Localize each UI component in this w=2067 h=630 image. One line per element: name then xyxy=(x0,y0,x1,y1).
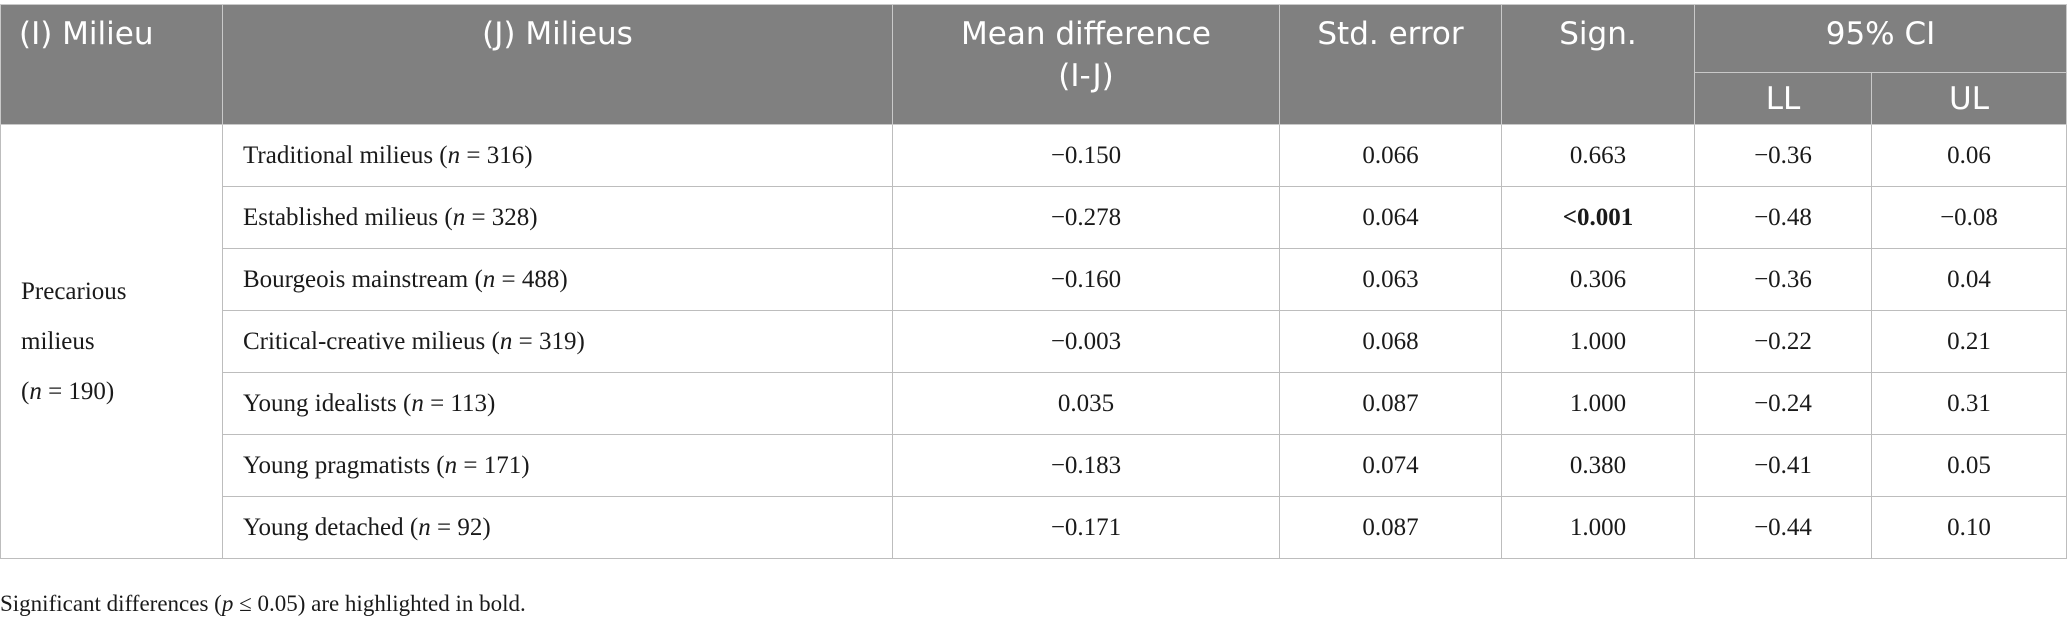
mean-difference-cell: −0.160 xyxy=(892,248,1280,311)
n-symbol: n xyxy=(444,451,458,479)
std-error-cell: 0.063 xyxy=(1279,248,1502,311)
mean-difference-cell: −0.003 xyxy=(892,310,1280,373)
footnote: Significant differences (p ≤ 0.05) are h… xyxy=(0,591,526,617)
header-ul: UL xyxy=(1870,72,2067,125)
milieu-count: = 92) xyxy=(430,513,491,541)
group-label-line2: milieus xyxy=(21,327,95,355)
table-row: Critical-creative milieus (n = 319) −0.00… xyxy=(1,310,2067,373)
ci-ll-cell: −0.24 xyxy=(1694,372,1872,435)
ci-ul-cell: 0.04 xyxy=(1870,248,2067,311)
n-symbol: n xyxy=(418,513,431,541)
milieu-name: Bourgeois mainstream ( xyxy=(243,265,483,293)
ci-ll-cell: −0.44 xyxy=(1694,496,1872,559)
sign-cell: 0.380 xyxy=(1501,434,1695,497)
header-ll: LL xyxy=(1694,72,1872,125)
milieu-count: = 328) xyxy=(465,203,538,231)
milieu-name: Young idealists ( xyxy=(243,389,412,417)
milieu-name: Established milieus ( xyxy=(243,203,453,231)
header-mean-difference-line1: Mean difference xyxy=(961,16,1211,52)
n-symbol: n xyxy=(447,141,461,169)
footnote-before: Significant differences ( xyxy=(0,591,222,616)
std-error-cell: 0.087 xyxy=(1279,372,1502,435)
ci-ul-cell: 0.10 xyxy=(1870,496,2067,559)
ci-ll-cell: −0.36 xyxy=(1694,248,1872,311)
ci-ll-cell: −0.22 xyxy=(1694,310,1872,373)
milieu-count: = 488) xyxy=(495,265,568,293)
milieu-count: = 171) xyxy=(457,451,530,479)
sign-cell: 0.663 xyxy=(1501,124,1695,187)
table-row: Young pragmatists (n = 171) −0.183 0.074 0.… xyxy=(1,434,2067,497)
n-symbol: n xyxy=(499,327,513,355)
sign-cell: 1.000 xyxy=(1501,496,1695,559)
ci-ll-cell: −0.36 xyxy=(1694,124,1872,187)
header-ci: 95% CI xyxy=(1693,4,2067,73)
group-label-line1: Precarious xyxy=(21,277,127,305)
sign-cell: 0.306 xyxy=(1501,248,1695,311)
std-error-cell: 0.074 xyxy=(1279,434,1502,497)
group-cell: Precarious milieus (n = 190) xyxy=(0,124,223,559)
mean-difference-cell: −0.171 xyxy=(892,496,1280,559)
sign-cell: 1.000 xyxy=(1501,310,1695,373)
milieu-name-cell: Young idealists (n = 113) xyxy=(222,372,893,435)
n-symbol: n xyxy=(411,389,424,417)
footnote-after: ≤ 0.05) are highlighted in bold. xyxy=(233,591,526,616)
group-n-symbol: n xyxy=(29,377,42,405)
n-symbol: n xyxy=(482,265,496,293)
std-error-cell: 0.087 xyxy=(1279,496,1502,559)
ci-ul-cell: 0.21 xyxy=(1870,310,2067,373)
milieu-name: Young detached ( xyxy=(243,513,419,541)
header-std-error: Std. error xyxy=(1279,4,1502,125)
ci-ul-cell: −0.08 xyxy=(1870,186,2067,249)
header-mean-difference-line2: (I-J) xyxy=(1058,58,1114,94)
sign-cell: 1.000 xyxy=(1501,372,1695,435)
n-symbol: n xyxy=(452,203,466,231)
header-milieus: (J) Milieus xyxy=(222,4,893,125)
table-row: Precarious milieus (n = 190) Traditional mi… xyxy=(0,124,2067,559)
ci-ul-cell: 0.06 xyxy=(1870,124,2067,187)
milieu-name-cell: Established milieus (n = 328) xyxy=(222,186,893,249)
milieu-name-cell: Traditional milieus (n = 316) xyxy=(222,124,893,187)
milieu-count: = 316) xyxy=(460,141,533,169)
std-error-cell: 0.064 xyxy=(1279,186,1502,249)
header-milieu: (I) Milieu xyxy=(0,4,223,125)
sign-cell: <0.001 xyxy=(1501,186,1695,249)
table-row: Young idealists (n = 113) 0.035 0.087 1.000… xyxy=(1,372,2067,435)
mean-difference-cell: −0.150 xyxy=(892,124,1280,187)
results-table: (I) Milieu (J) Milieus Mean difference (… xyxy=(0,4,2067,559)
std-error-cell: 0.068 xyxy=(1279,310,1502,373)
header-mean-difference: Mean difference (I-J) xyxy=(892,4,1280,125)
header-subrow: LL UL xyxy=(1,72,2067,125)
ci-ul-cell: 0.31 xyxy=(1870,372,2067,435)
milieu-name-cell: Young detached (n = 92) xyxy=(222,496,893,559)
header-row: (I) Milieu (J) Milieus Mean difference (… xyxy=(0,4,2067,125)
milieu-name-cell: Young pragmatists (n = 171) xyxy=(222,434,893,497)
group-n-prefix: ( xyxy=(21,377,30,405)
milieu-name-cell: Critical-creative milieus (n = 319) xyxy=(222,310,893,373)
milieu-name: Critical-creative milieus ( xyxy=(243,327,500,355)
group-n-suffix: = 190) xyxy=(41,377,115,405)
milieu-name: Young pragmatists ( xyxy=(243,451,445,479)
milieu-count: = 319) xyxy=(512,327,585,355)
mean-difference-cell: 0.035 xyxy=(892,372,1280,435)
milieu-name: Traditional milieus ( xyxy=(243,141,448,169)
table-row: Established milieus (n = 328) −0.278 0.064… xyxy=(1,186,2067,249)
mean-difference-cell: −0.278 xyxy=(892,186,1280,249)
footnote-p-symbol: p xyxy=(221,591,234,616)
table-row: Bourgeois mainstream (n = 488) −0.160 0.06… xyxy=(1,248,2067,311)
ci-ul-cell: 0.05 xyxy=(1870,434,2067,497)
std-error-cell: 0.066 xyxy=(1279,124,1502,187)
table-body: Precarious milieus (n = 190) Traditional mi… xyxy=(0,124,2067,559)
ci-ll-cell: −0.41 xyxy=(1694,434,1872,497)
table-row: Young detached (n = 92) −0.171 0.087 1.000−… xyxy=(1,496,2067,559)
header-sign: Sign. xyxy=(1501,4,1695,125)
ci-ll-cell: −0.48 xyxy=(1694,186,1872,249)
milieu-count: = 113) xyxy=(423,389,496,417)
mean-difference-cell: −0.183 xyxy=(892,434,1280,497)
milieu-name-cell: Bourgeois mainstream (n = 488) xyxy=(222,248,893,311)
